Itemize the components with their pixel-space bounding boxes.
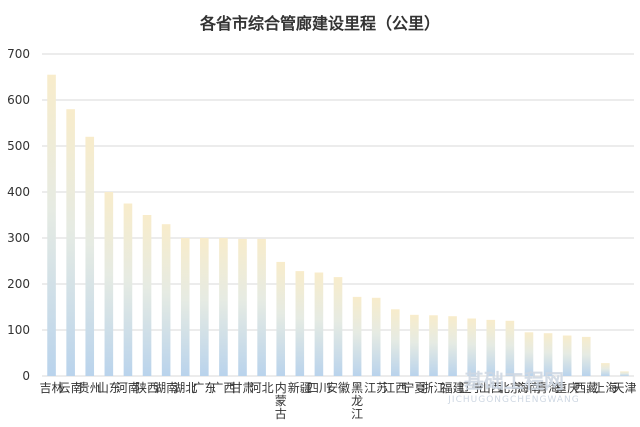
x-tick-label: 甘肃 bbox=[231, 381, 255, 395]
bar-17 bbox=[371, 297, 381, 376]
bar-0 bbox=[47, 74, 56, 376]
bar-10 bbox=[238, 238, 247, 376]
bar-4 bbox=[123, 203, 133, 376]
y-tick-label: 700 bbox=[7, 47, 30, 61]
x-tick-label: 安徽 bbox=[326, 380, 350, 395]
x-tick-label: 广东 bbox=[192, 381, 216, 395]
bar-9 bbox=[219, 238, 228, 376]
bar-13 bbox=[295, 271, 305, 376]
watermark: 基础工程网 JICHUGONGCHENGWANG bbox=[447, 369, 579, 405]
x-tick-label: 河南 bbox=[116, 380, 140, 395]
y-tick-label: 100 bbox=[7, 323, 30, 337]
x-tick-label: 内蒙古 bbox=[275, 381, 287, 421]
x-tick-label: 海南 bbox=[517, 380, 541, 395]
bar-22 bbox=[467, 318, 476, 376]
watermark-subtext: JICHUGONGCHENGWANG bbox=[447, 395, 579, 405]
y-tick-label: 400 bbox=[7, 185, 30, 199]
bar-27 bbox=[562, 335, 572, 376]
x-tick-label: 江西 bbox=[383, 381, 407, 395]
y-axis-ticks: 0 100 200 300 400 500 600 700 bbox=[7, 47, 30, 383]
y-tick-label: 0 bbox=[22, 369, 30, 383]
x-tick-label: 上海 bbox=[593, 380, 617, 395]
y-tick-label: 600 bbox=[7, 93, 30, 107]
y-tick-label: 300 bbox=[7, 231, 30, 245]
x-tick-label: 新疆 bbox=[288, 380, 312, 395]
x-tick-label: 宁夏 bbox=[402, 380, 426, 395]
x-tick-label: 西藏 bbox=[574, 381, 598, 395]
bar-12 bbox=[276, 261, 286, 376]
bar-21 bbox=[448, 316, 457, 376]
x-tick-label: 黑龙江 bbox=[351, 381, 363, 421]
x-tick-label: 吉林 bbox=[40, 381, 64, 395]
bar-7 bbox=[180, 238, 190, 376]
x-tick-label: 辽宁 bbox=[460, 380, 484, 395]
x-tick-label: 重庆 bbox=[555, 381, 579, 395]
bar-18 bbox=[390, 309, 400, 376]
bar-2 bbox=[85, 136, 95, 376]
x-tick-label: 山西 bbox=[479, 381, 503, 395]
y-tick-label: 500 bbox=[7, 139, 30, 153]
x-tick-label: 江苏 bbox=[364, 381, 388, 395]
x-tick-label: 贵州 bbox=[78, 381, 102, 395]
bar-30 bbox=[620, 371, 629, 376]
x-tick-label: 广西 bbox=[211, 381, 235, 395]
x-tick-label: 青海 bbox=[536, 380, 560, 395]
bar-14 bbox=[314, 272, 324, 376]
bar-3 bbox=[104, 192, 114, 376]
bar-19 bbox=[410, 314, 419, 376]
y-tick-label: 200 bbox=[7, 277, 30, 291]
x-tick-label: 天津 bbox=[612, 381, 636, 395]
x-tick-label: 云南 bbox=[59, 380, 83, 395]
bar-1 bbox=[66, 109, 75, 376]
x-tick-label: 湖北 bbox=[173, 380, 197, 395]
bar-28 bbox=[581, 336, 591, 376]
bar-23 bbox=[486, 319, 496, 376]
x-tick-label: 浙江 bbox=[421, 381, 445, 395]
x-tick-label: 福建 bbox=[441, 380, 465, 395]
x-tick-label: 河北 bbox=[250, 381, 274, 395]
x-tick-label: 陕西 bbox=[135, 380, 159, 395]
bar-26 bbox=[543, 333, 553, 376]
bar-6 bbox=[161, 224, 171, 376]
bar-5 bbox=[142, 215, 152, 376]
bar-20 bbox=[429, 315, 438, 376]
bar-15 bbox=[333, 277, 343, 376]
watermark-text: 基础工程网 bbox=[464, 369, 564, 393]
bar-8 bbox=[200, 238, 209, 376]
x-tick-label: 北京 bbox=[498, 381, 522, 395]
bar-11 bbox=[257, 238, 266, 376]
x-tick-label: 山东 bbox=[97, 381, 121, 395]
x-tick-label: 湖南 bbox=[154, 380, 178, 395]
bar-29 bbox=[601, 363, 610, 376]
chart-title: 各省市综合管廊建设里程（公里） bbox=[199, 14, 440, 33]
bars bbox=[47, 74, 629, 376]
bar-24 bbox=[505, 320, 515, 376]
bar-16 bbox=[352, 296, 362, 376]
bar-25 bbox=[524, 332, 534, 376]
x-tick-label: 四川 bbox=[307, 381, 331, 395]
